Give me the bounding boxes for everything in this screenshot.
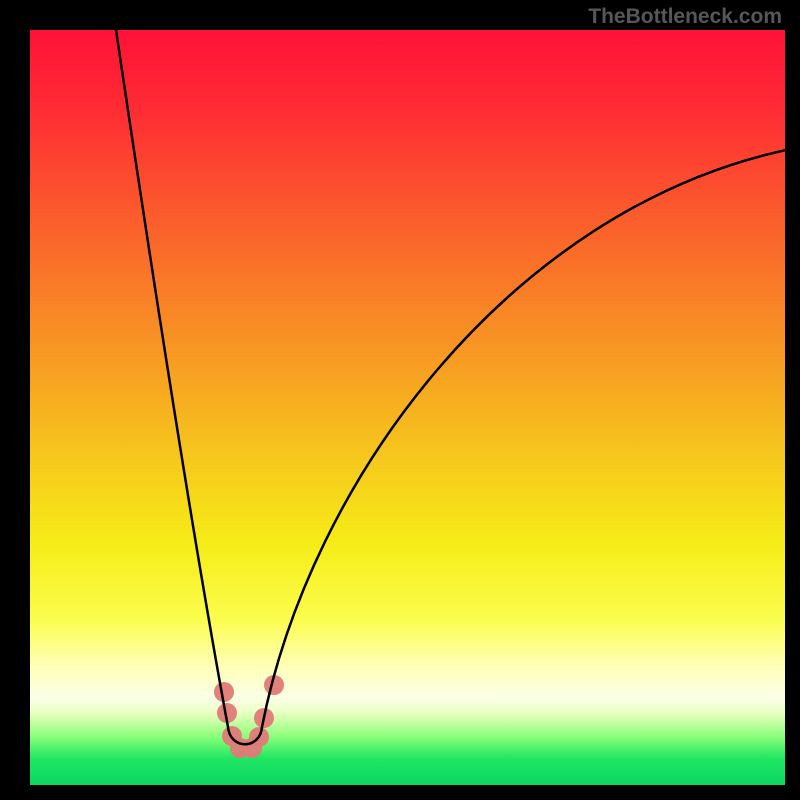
chart-container: TheBottleneck.com	[0, 0, 800, 800]
curve-layer	[30, 30, 785, 785]
bottleneck-curve	[116, 30, 785, 744]
plot-area	[30, 30, 785, 785]
watermark-text: TheBottleneck.com	[588, 5, 782, 29]
